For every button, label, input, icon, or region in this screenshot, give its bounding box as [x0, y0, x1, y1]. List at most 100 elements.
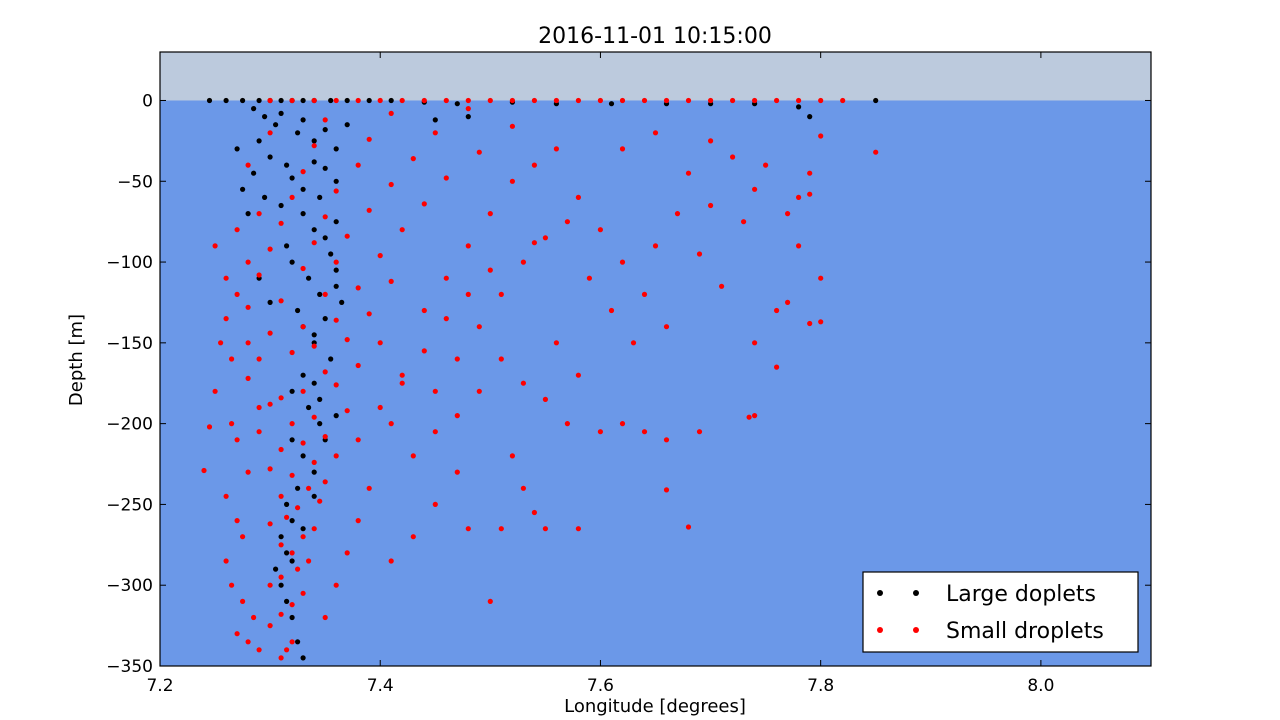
data-point: [564, 219, 571, 225]
data-point: [256, 647, 262, 653]
data-point: [300, 211, 306, 217]
data-point: [322, 316, 328, 322]
data-point: [267, 521, 273, 527]
data-point: [223, 558, 229, 564]
data-point: [443, 97, 449, 104]
data-point: [487, 97, 493, 104]
data-point: [206, 424, 213, 430]
data-point: [575, 97, 582, 104]
data-point: [251, 106, 257, 112]
data-point: [300, 169, 306, 175]
data-point: [619, 421, 626, 427]
data-point: [553, 97, 560, 104]
data-point: [240, 598, 246, 605]
data-point: [289, 437, 295, 443]
data-point: [267, 299, 273, 305]
data-point: [542, 396, 549, 402]
y-tick-label: −50: [117, 172, 153, 192]
y-tick-label: −300: [106, 576, 153, 596]
data-point: [289, 472, 295, 478]
data-point: [818, 319, 824, 325]
data-point: [498, 291, 504, 297]
data-point: [289, 388, 295, 394]
data-point: [284, 162, 290, 168]
data-point: [399, 372, 405, 378]
data-point: [311, 240, 317, 246]
x-tick-label: 7.4: [367, 676, 394, 696]
data-point: [339, 299, 345, 305]
data-point: [262, 114, 268, 120]
data-point: [333, 413, 339, 419]
data-point: [256, 404, 262, 411]
data-point: [289, 175, 295, 181]
data-point: [273, 566, 279, 572]
data-point: [608, 101, 615, 107]
data-point: [741, 219, 747, 225]
data-point: [256, 97, 262, 104]
data-point: [289, 518, 295, 524]
data-point: [289, 421, 295, 427]
data-point: [317, 421, 323, 427]
data-point: [685, 170, 692, 176]
data-point: [796, 243, 802, 249]
data-point: [267, 582, 273, 588]
data-point: [377, 97, 383, 104]
data-point: [284, 501, 290, 507]
data-point: [218, 340, 224, 346]
data-point: [432, 388, 438, 394]
data-point: [619, 97, 626, 104]
data-point: [443, 316, 449, 322]
data-point: [366, 136, 372, 142]
data-point: [317, 194, 323, 200]
data-point: [223, 316, 229, 322]
data-point: [377, 404, 383, 411]
data-point: [328, 97, 334, 104]
data-point: [388, 110, 394, 116]
data-point: [311, 469, 317, 475]
data-point: [311, 138, 317, 144]
data-point: [333, 219, 339, 225]
data-point: [509, 178, 515, 184]
data-point: [355, 437, 361, 443]
data-point: [278, 542, 284, 548]
data-point: [278, 446, 284, 453]
data-point: [322, 214, 328, 220]
data-point: [355, 97, 361, 104]
data-point: [663, 324, 670, 330]
data-point: [708, 202, 714, 209]
data-points: [201, 97, 879, 661]
data-point: [597, 97, 604, 104]
data-point: [322, 614, 328, 621]
data-point: [306, 404, 312, 411]
data-point: [785, 211, 791, 217]
data-point: [295, 566, 301, 572]
series-1: [201, 97, 879, 661]
data-point: [284, 550, 290, 556]
data-point: [284, 514, 290, 520]
data-point: [278, 298, 284, 304]
data-point: [366, 311, 372, 317]
data-point: [498, 526, 504, 532]
legend-marker-small-2: [913, 627, 919, 633]
data-point: [410, 156, 416, 162]
data-point: [476, 149, 482, 155]
data-point: [752, 413, 758, 419]
data-point: [465, 291, 471, 297]
legend: Large doplets Small droplets: [862, 571, 1139, 653]
data-point: [245, 162, 251, 168]
data-point: [245, 304, 251, 310]
data-point: [212, 243, 218, 249]
data-point: [630, 340, 637, 346]
data-point: [267, 466, 273, 472]
data-point: [300, 372, 306, 378]
data-point: [840, 97, 846, 104]
legend-marker-large-1: [877, 590, 883, 596]
data-point: [278, 582, 284, 588]
data-point: [234, 631, 240, 637]
data-point: [465, 114, 471, 120]
data-point: [454, 413, 460, 419]
data-point: [333, 317, 339, 323]
data-point: [278, 395, 284, 401]
data-point: [328, 356, 334, 362]
data-point: [234, 227, 240, 233]
